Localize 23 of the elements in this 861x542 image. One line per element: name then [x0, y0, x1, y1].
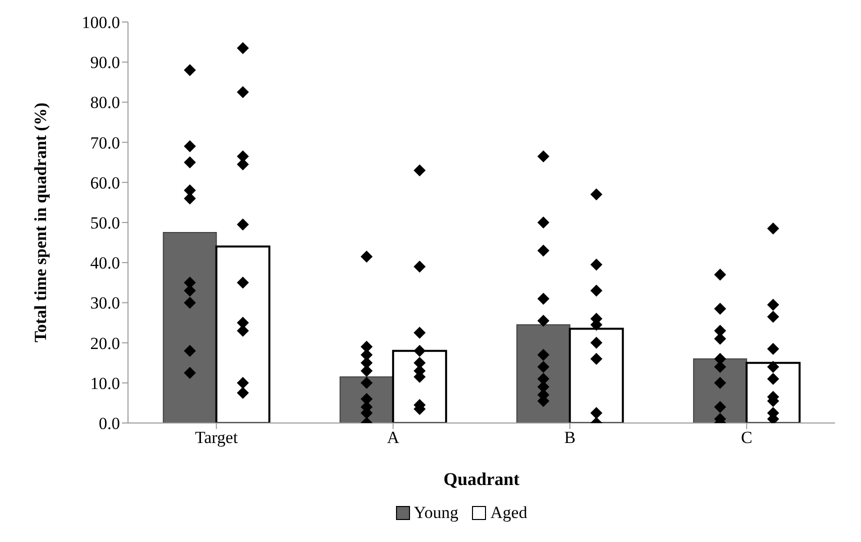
y-tick-label: 60.0 — [90, 173, 120, 192]
y-tick-label: 80.0 — [90, 93, 120, 112]
y-axis-title: Total time spent in quadrant (%) — [31, 102, 50, 342]
x-tick-label: A — [386, 428, 400, 448]
y-tick-label: 70.0 — [90, 133, 120, 152]
y-tick-label: 50.0 — [90, 214, 120, 233]
y-tick-label: 0.0 — [98, 414, 120, 434]
y-tick-label: 10.0 — [90, 374, 120, 393]
y-tick-label: 20.0 — [90, 334, 120, 353]
legend-label: Aged — [489, 503, 528, 523]
x-tick-label: Target — [194, 428, 238, 448]
bar — [215, 246, 270, 423]
x-tick-label: B — [564, 428, 576, 448]
bar — [693, 358, 748, 423]
x-tick-label: C — [740, 428, 752, 448]
bar — [516, 324, 570, 423]
bar — [162, 232, 217, 423]
y-tick-label: 40.0 — [90, 254, 120, 273]
legend-label: Young — [412, 503, 458, 523]
y-tick-label: 30.0 — [90, 294, 120, 313]
y-tick-label: 90.0 — [90, 53, 120, 72]
y-tick-label: 100.0 — [82, 13, 120, 32]
x-axis-title: Quadrant — [443, 469, 520, 489]
